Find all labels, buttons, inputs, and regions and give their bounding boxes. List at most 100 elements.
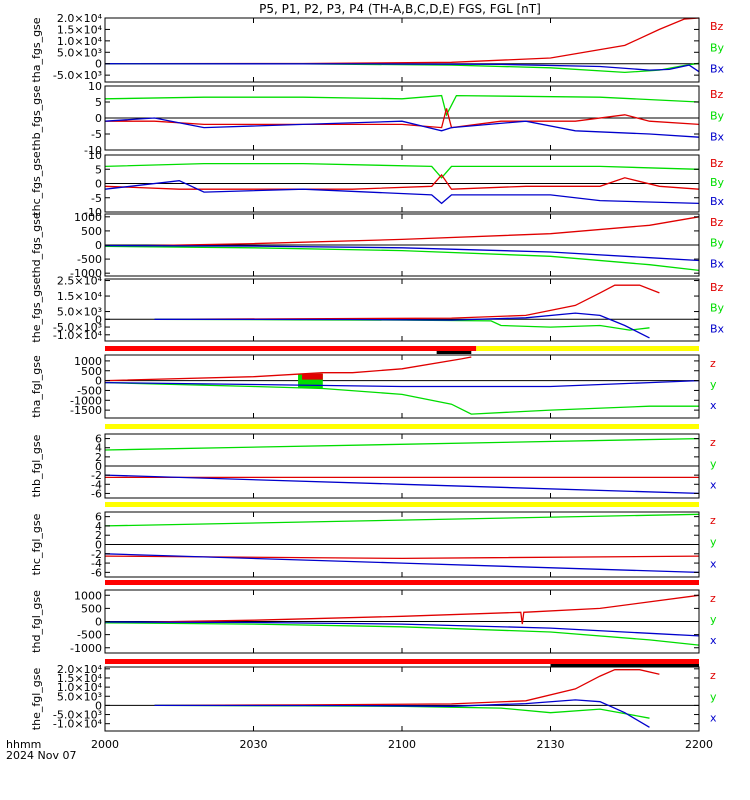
y-tick-label: 0 xyxy=(95,178,102,191)
series-bz-line xyxy=(105,108,700,129)
series-x-line xyxy=(104,553,700,574)
series-by-line xyxy=(104,162,700,179)
y-axis-label: tha_fgs_gse xyxy=(30,17,43,82)
y-tick-label: 1.0×10⁴ xyxy=(57,35,103,48)
series-bz-line xyxy=(104,216,700,248)
quality-bar-segment xyxy=(476,346,699,351)
legend-label-bz: Bz xyxy=(710,281,724,294)
y-tick-label: 2.0×10⁴ xyxy=(57,663,103,676)
y-tick-label: -4 xyxy=(91,557,102,570)
series-by-line xyxy=(154,318,650,331)
y-tick-label: 5.0×10³ xyxy=(57,306,102,319)
y-tick-label: 1.0×10⁴ xyxy=(57,681,103,694)
legend-label-z: z xyxy=(710,592,716,605)
quality-bar-segment xyxy=(105,580,699,585)
panel-frame xyxy=(104,17,700,83)
series-x-line xyxy=(104,474,700,495)
series-y-line xyxy=(104,622,700,646)
y-axis-label: the_fgs_gse xyxy=(30,277,43,342)
series-y-line xyxy=(104,381,699,415)
quality-bar-segment xyxy=(105,659,699,664)
quality-bar-segment xyxy=(105,346,477,351)
y-axis-label: thd_fgl_gse xyxy=(30,590,43,653)
legend-label-bx: Bx xyxy=(710,322,725,335)
legend-label-x: x xyxy=(710,479,717,492)
y-tick-label: -500 xyxy=(77,629,102,642)
x-tick-label: 2000 xyxy=(91,738,119,751)
series-bz-line xyxy=(154,284,660,320)
panel-thb_fgs: 10 5 0 -5 -10 thb_fgs_gse Bz By Bx xyxy=(30,80,725,157)
x-tick-label: 2030 xyxy=(240,738,268,751)
plot-title: P5, P1, P2, P3, P4 (TH-A,B,C,D,E) FGS, F… xyxy=(259,2,541,16)
legend-label-by: By xyxy=(710,302,725,315)
legend-label-x: x xyxy=(710,399,717,412)
series-y-line xyxy=(154,704,650,719)
y-tick-label: 10 xyxy=(88,149,102,162)
y-tick-label: -10 xyxy=(84,144,102,157)
y-tick-label: 0 xyxy=(95,375,102,388)
y-tick-label: 2 xyxy=(95,451,102,464)
y-tick-label: 500 xyxy=(81,602,102,615)
legend-label-bz: Bz xyxy=(710,216,724,229)
series-bx-line xyxy=(154,312,650,339)
series-bz-line xyxy=(104,173,700,190)
y-axis-label: thc_fgl_gse xyxy=(30,513,43,575)
x-tick-label: 2200 xyxy=(685,738,713,751)
y-tick-label: -500 xyxy=(77,253,102,266)
legend-label-z: z xyxy=(710,436,716,449)
y-tick-label: 5 xyxy=(95,96,102,109)
y-tick-label: 1.5×10⁴ xyxy=(57,290,103,303)
y-tick-label: -5.0×10³ xyxy=(53,69,102,82)
y-axis-label: thd_fgs_gse xyxy=(30,212,43,278)
y-tick-label: 1000 xyxy=(74,211,102,224)
y-tick-label: 4 xyxy=(95,520,102,533)
panels-group: 2.0×10⁴1.5×10⁴1.0×10⁴5.0×10³0-5.0×10³tha… xyxy=(30,12,725,751)
legend-label-x: x xyxy=(710,712,717,725)
y-tick-label: 0 xyxy=(95,699,102,712)
y-tick-label: -5.0×10³ xyxy=(53,321,102,334)
y-tick-label: 5.0×10³ xyxy=(57,690,102,703)
y-tick-label: 1.5×10⁴ xyxy=(57,23,103,36)
y-tick-label: -1000 xyxy=(70,642,102,655)
data-block-z xyxy=(302,373,323,380)
legend-label-by: By xyxy=(710,237,725,250)
series-y-line xyxy=(104,437,700,451)
date-label: 2024 Nov 07 xyxy=(6,749,76,762)
legend-label-bx: Bx xyxy=(710,195,725,208)
y-tick-label: -2 xyxy=(91,469,102,482)
legend-label-bx: Bx xyxy=(710,63,725,76)
y-tick-label: 0 xyxy=(95,112,102,125)
quality-bar-flag xyxy=(550,664,699,667)
y-axis-label: tha_fgl_gse xyxy=(30,355,43,418)
y-tick-label: 4 xyxy=(95,442,102,455)
y-tick-label: 2 xyxy=(95,529,102,542)
legend-label-y: y xyxy=(710,457,717,470)
y-tick-label: 500 xyxy=(81,225,102,238)
y-tick-label: 1.5×10⁴ xyxy=(57,672,103,685)
legend-label-bz: Bz xyxy=(710,157,724,170)
series-x-line xyxy=(104,621,700,637)
y-tick-label: 1000 xyxy=(74,589,102,602)
legend-label-z: z xyxy=(710,357,716,370)
y-tick-label: 6 xyxy=(95,433,102,446)
y-axis-label: thb_fgs_gse xyxy=(30,85,43,151)
y-tick-label: -6 xyxy=(91,566,102,579)
legend-label-z: z xyxy=(710,514,716,527)
y-tick-label: 0 xyxy=(95,58,102,71)
legend-label-by: By xyxy=(710,109,725,122)
y-tick-label: -1.0×10⁴ xyxy=(53,718,103,731)
y-tick-label: -5.0×10³ xyxy=(53,709,102,722)
y-tick-label: -500 xyxy=(77,384,102,397)
y-tick-label: -1500 xyxy=(70,404,102,417)
series-x-line xyxy=(154,699,650,728)
y-tick-label: -5 xyxy=(91,192,102,205)
y-tick-label: 0 xyxy=(95,313,102,326)
y-tick-label: -5 xyxy=(91,128,102,141)
y-tick-label: 0 xyxy=(95,616,102,629)
legend-label-by: By xyxy=(710,41,725,54)
